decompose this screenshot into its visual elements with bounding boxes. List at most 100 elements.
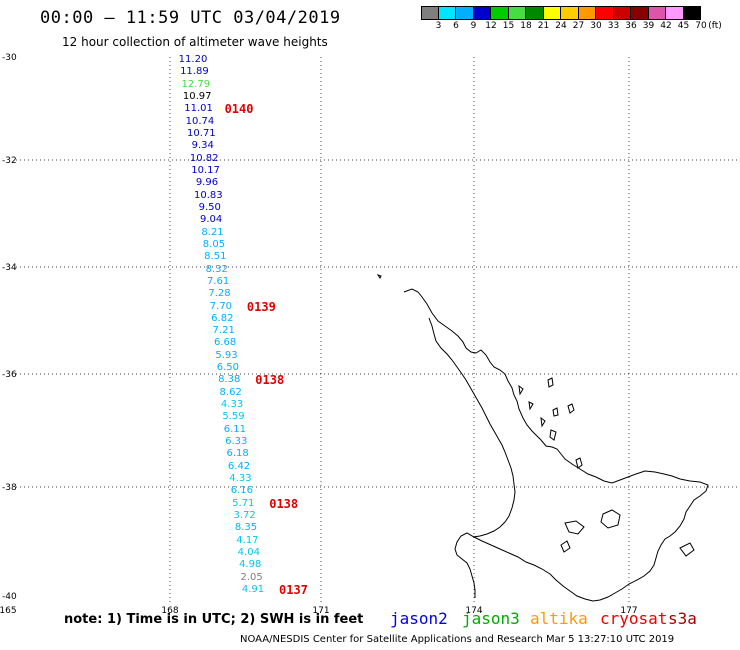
legend-tick-label: 30 [590,21,602,31]
legend-swatch [491,6,509,20]
legend-tick-label: 39 [642,21,655,31]
swh-reading: 11.01 [184,103,213,115]
longitude-label: 174 [465,606,483,616]
legend-tick-label: 3 [435,21,442,31]
swh-reading: 7.70 [209,300,233,312]
satellite-legend-item: altika [530,609,588,628]
pass-time-label: 0137 [279,583,308,597]
legend-tick-label: 9 [470,21,477,31]
satellite-legend-item: jason2 [390,609,448,628]
legend-tick-label: 33 [607,21,620,31]
swh-reading: 10.17 [191,164,220,176]
latitude-label: -34 [2,263,17,273]
legend-tick-label: 36 [625,21,637,31]
swh-reading: 6.33 [225,436,248,448]
legend-swatch [613,6,631,20]
swh-reading: 4.33 [220,399,244,411]
swh-reading: 8.32 [205,263,228,275]
swh-reading: 7.21 [212,325,235,337]
swh-reading: 10.82 [189,152,219,164]
legend-swatch [508,6,526,20]
swh-reading: 6.42 [227,460,251,472]
legend-swatch [578,6,596,20]
legend-tick-label: 12 [485,21,497,31]
swh-reading: 4.33 [229,473,252,485]
swh-reading: 8.05 [202,238,226,250]
page-subtitle: 12 hour collection of altimeter wave hei… [62,35,328,49]
legend-tick-label: 70 [695,21,707,31]
latitude-label: -36 [2,370,17,380]
pass-time-label: 0138 [269,496,299,511]
legend-swatch [543,6,561,20]
legend-swatch [526,6,544,20]
swh-reading: 6.68 [213,337,237,349]
legend-swatch [596,6,614,20]
swh-reading: 9.04 [199,214,223,226]
legend-swatch [683,6,701,20]
swh-reading: 10.74 [185,115,215,127]
longitude-label: 177 [620,606,638,616]
swh-reading: 9.50 [198,201,221,213]
satellite-legend-item: jason3 [462,609,520,628]
legend-swatch [631,6,649,20]
lake-taupo [600,509,621,529]
swh-reading: 7.61 [206,275,230,287]
legend-swatch [421,6,439,20]
latitude-labels: -30 -32 -34 -36 -38 -40 [2,53,17,602]
legend-tick-label: 27 [572,21,585,31]
satellite-legend-item: cryosat [600,609,668,628]
swh-reading: 4.98 [239,559,262,571]
swh-reading: 5.93 [215,349,238,361]
latitude-label: -32 [2,156,17,166]
coastline-north-island [403,288,709,602]
coastline-northland-inner [428,317,516,538]
legend-swatch [438,6,456,20]
swh-reading: 4.17 [236,534,259,546]
swh-reading: 6.82 [211,312,234,324]
legend-tick-label: 6 [453,21,459,31]
longitude-label: 168 [161,606,179,616]
swh-reading: 9.96 [195,177,219,189]
swh-reading: 10.83 [194,189,223,201]
latitude-label: -30 [2,53,17,63]
swh-reading: 10.71 [187,127,216,139]
lat-lon-grid [16,57,740,603]
swh-reading: 8.35 [234,522,258,534]
coastline-bay-islands [376,274,695,557]
swh-reading: 8.51 [204,251,227,263]
legend-tick-label: 15 [502,21,515,31]
pass-time-label: 0139 [246,299,276,314]
latitude-label: -38 [2,483,17,493]
legend-unit: (ft) [708,21,722,31]
swh-reading: 5.59 [222,411,245,423]
swh-reading: 6.18 [226,448,249,460]
legend-swatch [648,6,666,20]
longitude-label: 165 [0,606,17,616]
satellite-legend-item: s3a [668,609,697,628]
swh-reading: 7.28 [208,288,231,300]
swh-reading: 8.21 [201,226,224,238]
pass-time-label: 0138 [255,373,285,388]
swh-reading: 6.50 [216,362,240,374]
swh-reading: 12.79 [181,78,211,90]
swh-reading: 8.62 [219,386,242,398]
legend-swatch [666,6,684,20]
legend-swatch [473,6,491,20]
legend-tick-label: 21 [537,21,550,31]
swh-reading: 2.05 [240,571,263,583]
legend-tick-label: 24 [555,21,567,31]
pass-time-label: 0140 [224,102,254,117]
swh-reading: 11.89 [180,66,209,78]
footer-credit: NOAA/NESDIS Center for Satellite Applica… [240,634,675,645]
swh-reading: 4.04 [237,547,260,559]
color-legend-bar [421,6,701,20]
swh-reading: 5.71 [232,497,255,509]
swh-reading: 11.20 [178,54,208,65]
swh-reading: 8.38 [218,374,241,386]
longitude-label: 171 [312,606,330,616]
legend-tick-label: 45 [677,21,690,31]
legend-tick-label: 18 [520,21,532,31]
swh-reading: 10.97 [182,90,212,102]
page-title: 00:00 — 11:59 UTC 03/04/2019 [40,8,341,28]
